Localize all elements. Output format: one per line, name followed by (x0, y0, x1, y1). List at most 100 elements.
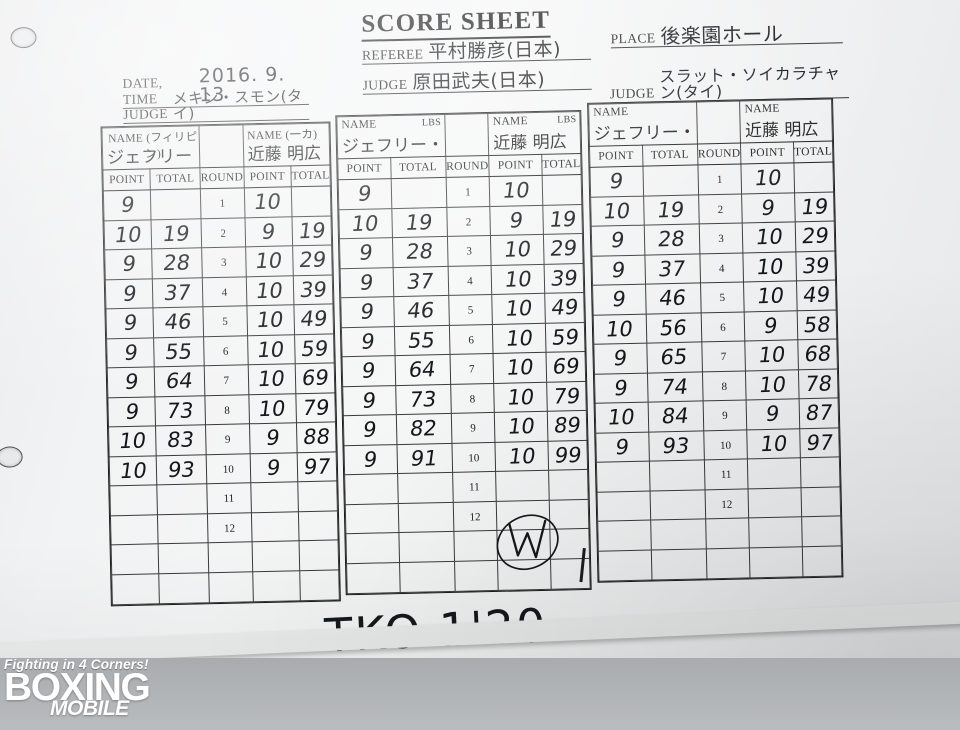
round-number-cell[interactable]: 2 (698, 193, 743, 224)
boxer-b-point-cell[interactable]: 10 (747, 428, 801, 459)
boxer-a-total-cell[interactable]: 64 (394, 354, 451, 386)
boxer-b-total-cell[interactable]: 58 (797, 309, 837, 340)
boxer-b-total-cell[interactable]: 19 (291, 215, 332, 246)
round-number-cell[interactable]: 2 (201, 217, 246, 248)
boxer-a-total-cell[interactable]: 46 (393, 295, 449, 327)
blank-cell[interactable] (399, 561, 455, 593)
boxer-a-total-cell[interactable] (397, 501, 454, 533)
boxer-a-total-cell[interactable]: 93 (648, 430, 704, 462)
round-number-cell[interactable]: 3 (698, 222, 744, 254)
round-number-cell[interactable]: 1 (445, 176, 491, 207)
boxer-a-total-cell[interactable]: 37 (152, 277, 204, 308)
boxer-b-point-cell[interactable]: 10 (492, 293, 546, 324)
boxer-b-point-cell[interactable]: 10 (491, 263, 545, 295)
boxer-b-total-cell[interactable]: 87 (798, 397, 839, 429)
boxer-b-point-cell[interactable] (747, 457, 801, 489)
boxer-a-point-cell[interactable]: 9 (107, 366, 156, 398)
boxer-b-point-cell[interactable]: 9 (249, 452, 298, 483)
boxer-a-point-cell[interactable]: 9 (338, 178, 392, 210)
boxer-a-total-cell[interactable] (390, 177, 447, 209)
round-number-cell[interactable]: 3 (201, 246, 246, 278)
boxer-b-total-cell[interactable]: 97 (799, 427, 840, 458)
round-number-cell[interactable]: 3 (447, 235, 492, 266)
boxer-b-point-cell[interactable]: 10 (247, 363, 296, 395)
blank-cell[interactable] (748, 516, 803, 548)
boxer-b-point-cell[interactable]: 10 (493, 352, 547, 383)
blank-cell[interactable] (453, 530, 498, 562)
blank-cell[interactable] (159, 572, 210, 604)
boxer-b-point-cell[interactable]: 10 (741, 162, 795, 194)
boxer-a-point-cell[interactable]: 9 (594, 372, 648, 404)
boxer-b-point-cell[interactable] (495, 470, 550, 501)
round-number-cell[interactable]: 11 (703, 458, 749, 490)
round-number-cell[interactable]: 10 (451, 441, 496, 473)
round-number-cell[interactable]: 4 (202, 276, 247, 307)
boxer-a-total-cell[interactable]: 55 (393, 324, 450, 356)
boxer-b-total-cell[interactable]: 49 (544, 292, 585, 323)
boxer-b-total-cell[interactable] (298, 510, 339, 541)
boxer-a-total-cell[interactable]: 28 (152, 247, 203, 279)
blank-cell[interactable] (454, 560, 499, 592)
blank-cell[interactable] (749, 546, 803, 578)
boxer-a-point-cell[interactable]: 9 (341, 326, 395, 357)
boxer-b-point-cell[interactable]: 9 (741, 192, 796, 223)
boxer-a-total-cell[interactable]: 74 (647, 371, 703, 403)
boxer-a-total-cell[interactable] (642, 164, 699, 196)
boxer-a-point-cell[interactable]: 10 (590, 195, 644, 227)
boxer-b-total-cell[interactable]: 39 (543, 262, 584, 294)
blank-cell[interactable] (158, 542, 209, 574)
boxer-b-point-cell[interactable] (250, 481, 299, 513)
blank-cell[interactable] (801, 515, 842, 547)
boxer-b-total-cell[interactable]: 79 (546, 380, 587, 412)
boxer-b-total-cell[interactable]: 89 (547, 410, 587, 441)
boxer-a-point-cell[interactable] (596, 461, 650, 492)
blank-cell[interactable] (650, 548, 707, 581)
blank-cell[interactable] (598, 550, 652, 582)
boxer-b-point-cell[interactable] (748, 487, 802, 518)
blank-cell[interactable] (111, 543, 160, 575)
boxer-b-total-cell[interactable] (793, 162, 834, 193)
boxer-a-point-cell[interactable]: 9 (593, 343, 648, 374)
boxer-a-point-cell[interactable]: 9 (340, 296, 394, 328)
boxer-a-point-cell[interactable]: 9 (589, 166, 644, 197)
boxer-a-total-cell[interactable]: 37 (392, 265, 449, 297)
boxer-a-point-cell[interactable]: 9 (107, 396, 156, 427)
boxer-b-total-cell[interactable]: 69 (295, 362, 335, 394)
round-number-cell[interactable]: 5 (700, 281, 745, 313)
round-number-cell[interactable]: 1 (697, 164, 742, 195)
blank-cell[interactable] (252, 570, 301, 602)
boxer-b-total-cell[interactable]: 49 (796, 279, 837, 311)
blank-cell[interactable] (802, 545, 842, 577)
round-number-cell[interactable]: 7 (204, 364, 249, 396)
boxer-a-point-cell[interactable]: 10 (104, 219, 153, 250)
boxer-b-total-cell[interactable]: 88 (296, 421, 337, 453)
boxer-b-total-cell[interactable]: 99 (547, 439, 588, 471)
boxer-b-point-cell[interactable]: 10 (743, 280, 798, 312)
boxer-a-point-cell[interactable] (344, 473, 398, 505)
boxer-a-total-cell[interactable]: 46 (153, 306, 204, 338)
boxer-a-total-cell[interactable]: 55 (153, 336, 205, 367)
boxer-b-point-cell[interactable]: 10 (493, 381, 548, 413)
boxer-a-point-cell[interactable]: 9 (343, 444, 398, 475)
boxer-a-total-cell[interactable]: 46 (645, 282, 701, 314)
boxer-b-total-cell[interactable] (542, 174, 582, 205)
round-number-cell[interactable]: 8 (450, 382, 495, 414)
round-number-cell[interactable]: 5 (203, 305, 248, 337)
boxer-b-point-cell[interactable]: 10 (743, 251, 797, 282)
boxer-b-total-cell[interactable] (800, 486, 841, 517)
boxer-a-point-cell[interactable]: 9 (106, 337, 155, 368)
blank-cell[interactable] (298, 539, 339, 571)
boxer-b-total-cell[interactable] (297, 480, 338, 512)
boxer-a-point-cell[interactable]: 10 (108, 425, 157, 457)
boxer-b-point-cell[interactable]: 10 (745, 339, 799, 371)
boxer-a-total-cell[interactable]: 91 (396, 442, 453, 474)
boxer-b-total-cell[interactable] (800, 456, 840, 488)
boxer-a-point-cell[interactable]: 9 (591, 254, 646, 286)
boxer-a-total-cell[interactable] (157, 513, 209, 544)
round-number-cell[interactable]: 4 (699, 252, 744, 283)
boxer-a-point-cell[interactable]: 9 (104, 248, 153, 280)
boxer-b-total-cell[interactable] (548, 469, 589, 500)
blank-cell[interactable] (497, 559, 552, 591)
boxer-b-total-cell[interactable]: 59 (545, 321, 585, 353)
boxer-a-total-cell[interactable]: 65 (646, 341, 703, 373)
